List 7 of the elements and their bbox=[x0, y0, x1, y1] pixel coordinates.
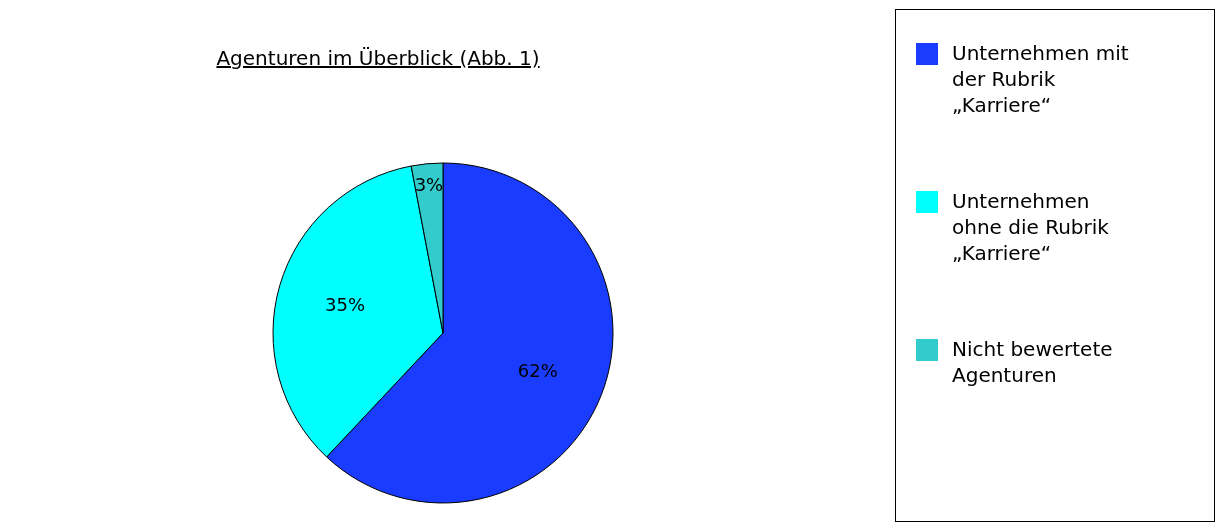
legend-label: Unternehmen mit der Rubrik „Karriere“ bbox=[952, 40, 1130, 118]
legend-label: Nicht bewertete Agenturen bbox=[952, 336, 1114, 388]
data-label: 3% bbox=[414, 173, 444, 195]
data-label: 62% bbox=[517, 360, 558, 382]
data-label: 35% bbox=[325, 294, 366, 316]
legend-label: Unternehmen ohne die Rubrik „Karriere“ bbox=[952, 188, 1110, 266]
text: Agenturen im Überblick (Abb. 1) bbox=[215, 46, 541, 70]
